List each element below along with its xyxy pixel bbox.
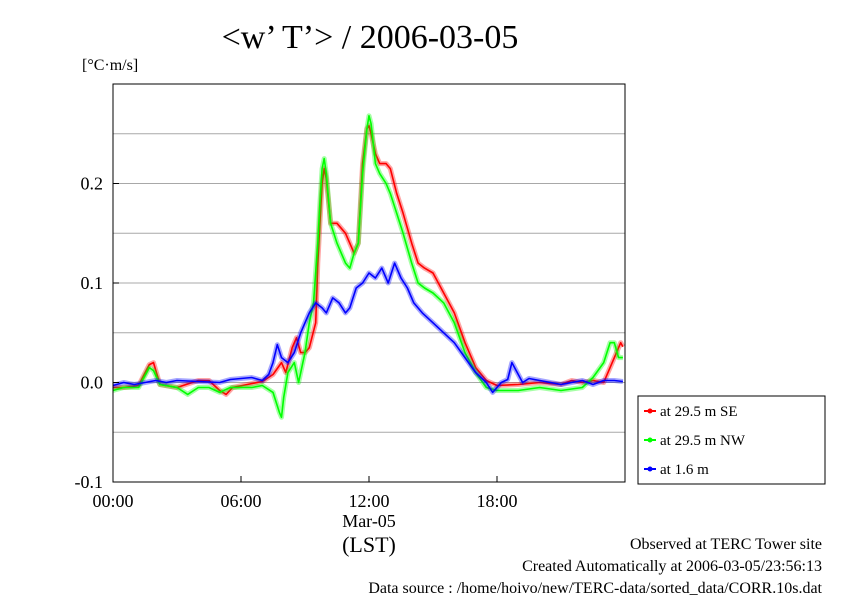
y-axis: -0.1 0.0 0.1 0.2 (75, 174, 119, 492)
legend-marker-1 (647, 408, 653, 414)
legend-marker-2 (647, 437, 653, 443)
x-tick-label: 06:00 (220, 491, 261, 511)
footer-observed: Observed at TERC Tower site (629, 536, 822, 553)
x-axis: 00:00 06:00 12:00 18:00 (92, 476, 518, 511)
x-tick-label: 18:00 (476, 491, 517, 511)
series-line-2 (112, 115, 623, 419)
legend-frame (637, 395, 826, 485)
chart-title: <w’ T’> / 2006-03-05 (222, 19, 519, 56)
y-tick-label: 0.1 (81, 273, 104, 293)
x-tick-label: 12:00 (348, 491, 389, 511)
legend-marker-3 (647, 466, 653, 472)
x-tick-label: 00:00 (92, 491, 133, 511)
legend-label-2: at 29.5 m NW (660, 433, 746, 449)
x-axis-label: (LST) (342, 532, 396, 557)
footer-created: Created Automatically at 2006-03-05/23:5… (522, 558, 822, 575)
legend: at 29.5 m SE at 29.5 m NW at 1.6 m (637, 395, 826, 485)
x-date-label: Mar-05 (342, 511, 396, 531)
series-line-3 (112, 262, 623, 394)
y-tick-label: 0.0 (81, 373, 104, 393)
gridlines (113, 133, 625, 433)
footer-source: Data source : /home/hoivo/new/TERC-data/… (368, 580, 822, 597)
y-tick-label: -0.1 (75, 472, 104, 492)
series-halo-1 (113, 123, 626, 397)
legend-label-1: at 29.5 m SE (660, 404, 738, 420)
series-halo-3 (112, 260, 624, 395)
legend-label-3: at 1.6 m (660, 462, 709, 478)
y-tick-label: 0.2 (81, 174, 104, 194)
series-line-1 (113, 125, 624, 396)
series-halo-2 (112, 113, 623, 420)
series-layer (112, 113, 626, 420)
y-axis-unit: [°C·m/s] (82, 57, 138, 74)
